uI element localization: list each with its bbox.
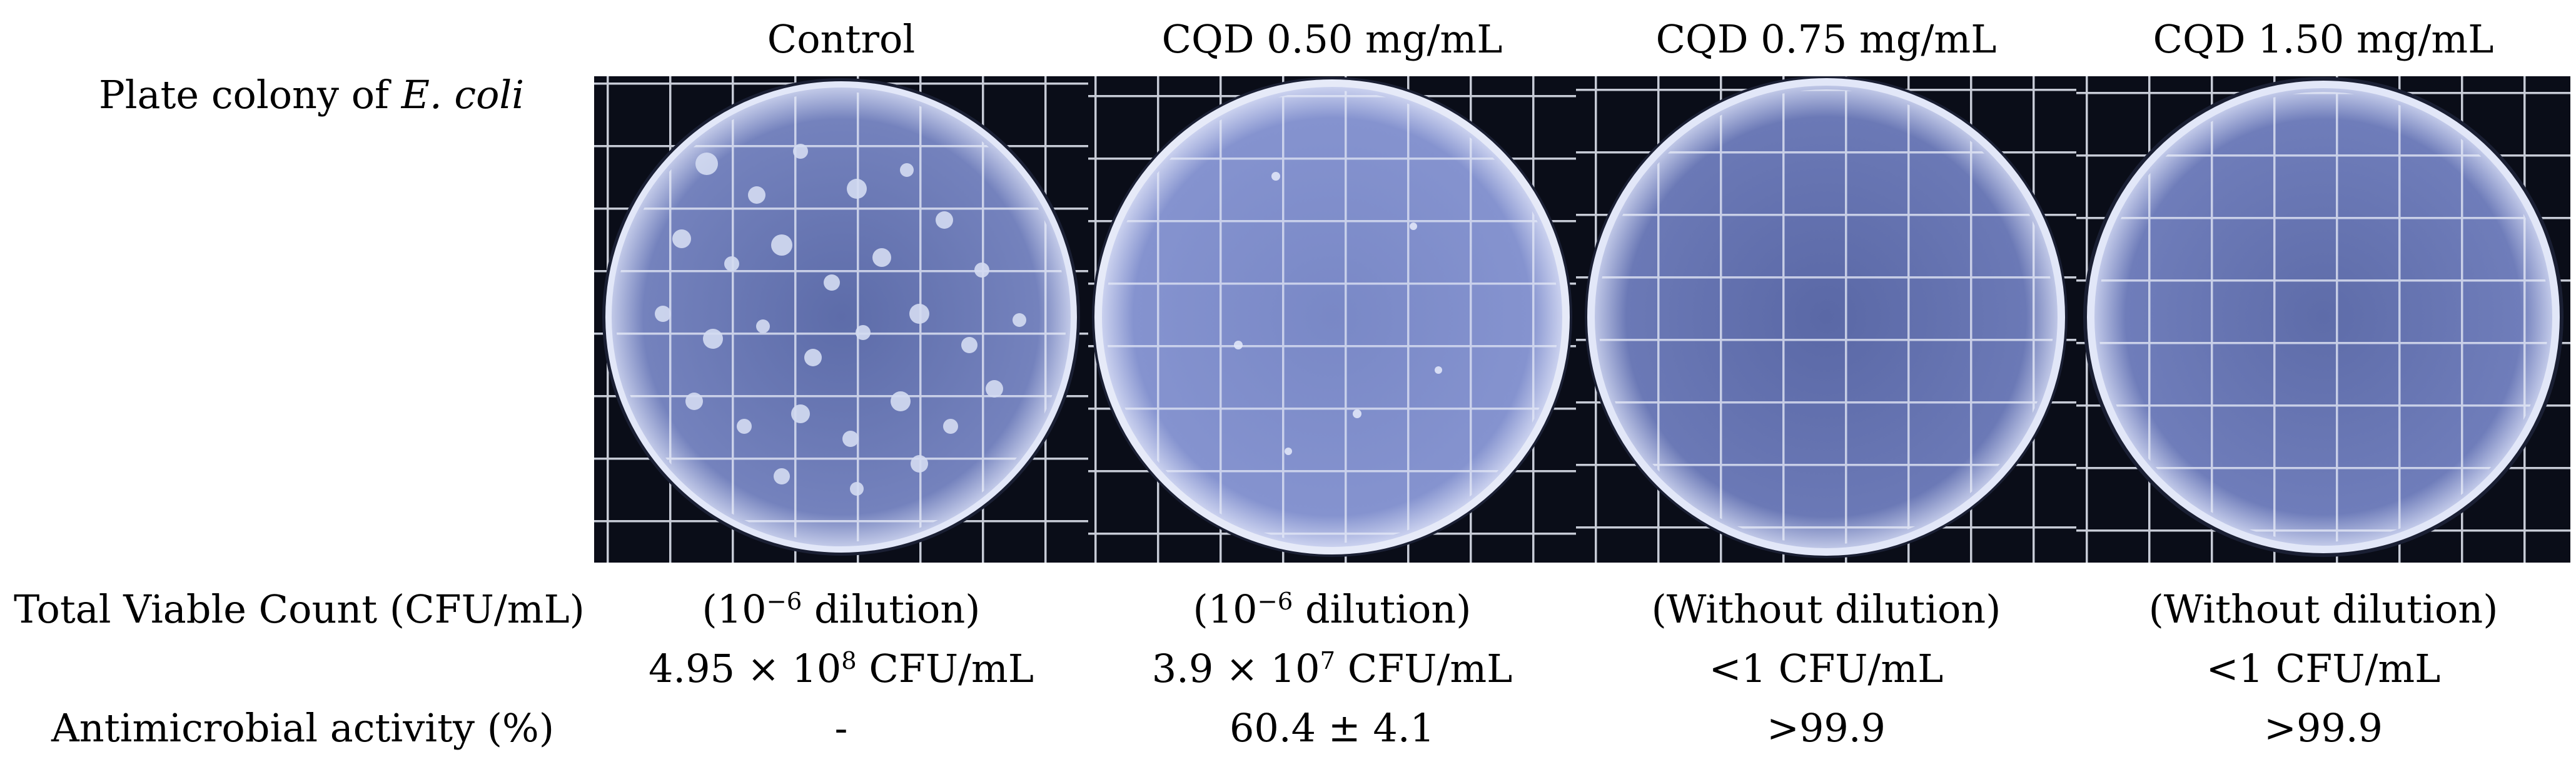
viable-count-cqd-050: 3.9 × 107 CFU/mL	[1151, 646, 1513, 691]
dilution-cqd-150: (Without dilution)	[2148, 586, 2498, 632]
plate-photo-cqd-150	[2076, 76, 2570, 563]
activity-cqd-150: >99.9	[2264, 705, 2383, 751]
plate-photo-cqd-050	[1088, 76, 1576, 563]
dilution-cqd-050: (10−6 dilution)	[1193, 586, 1472, 632]
viable-count-cqd-150: <1 CFU/mL	[2206, 646, 2441, 691]
column-header-cqd-050: CQD 0.50 mg/mL	[1161, 16, 1503, 62]
plate-photo-control	[594, 76, 1088, 563]
plate-photo-cqd-075	[1576, 76, 2076, 563]
viable-count-cqd-075: <1 CFU/mL	[1709, 646, 1944, 691]
activity-cqd-050: 60.4 ± 4.1	[1229, 705, 1435, 751]
column-header-control: Control	[767, 16, 916, 62]
dilution-control: (10−6 dilution)	[702, 586, 981, 632]
activity-cqd-075: >99.9	[1767, 705, 1886, 751]
activity-control: -	[834, 705, 848, 751]
column-header-cqd-150: CQD 1.50 mg/mL	[2153, 16, 2494, 62]
total-viable-count-row-label: Total Viable Count (CFU/mL)	[14, 586, 585, 632]
viable-count-control: 4.95 × 108 CFU/mL	[648, 646, 1034, 691]
plate-colony-row-label: Plate colony of E. coli	[99, 72, 525, 118]
column-header-cqd-075: CQD 0.75 mg/mL	[1655, 16, 1997, 62]
dilution-cqd-075: (Without dilution)	[1651, 586, 2001, 632]
antimicrobial-activity-row-label: Antimicrobial activity (%)	[51, 705, 555, 751]
